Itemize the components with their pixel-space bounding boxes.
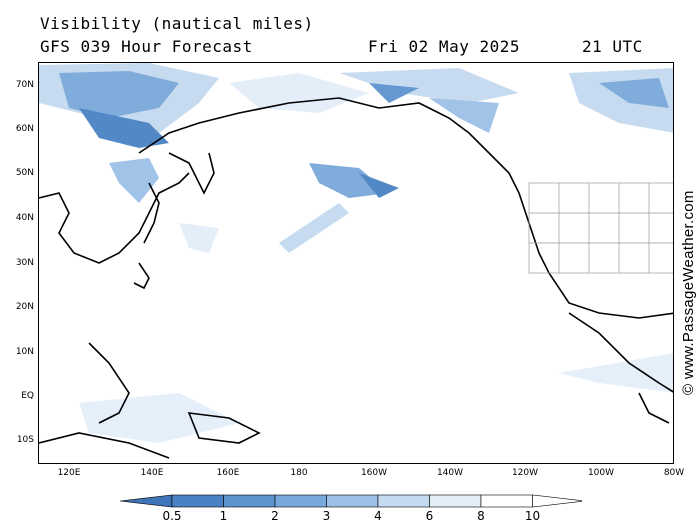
lon-label: 80W <box>663 468 685 478</box>
lat-label: 10S <box>16 435 34 445</box>
visibility-shading <box>39 63 673 443</box>
forecast-time: 21 UTC <box>582 37 643 56</box>
legend-label: 2 <box>271 509 279 523</box>
legend-swatch <box>377 494 430 508</box>
lon-label: 160E <box>216 468 240 478</box>
lat-label: 10N <box>15 347 34 357</box>
legend-swatch <box>274 494 327 508</box>
legend-label: 10 <box>524 509 541 523</box>
lat-label: EQ <box>21 391 34 401</box>
forecast-date: Fri 02 May 2025 <box>368 37 520 56</box>
lat-label: 50N <box>15 168 34 178</box>
legend-swatch <box>171 494 224 508</box>
legend-arrow-left <box>120 494 173 508</box>
legend-swatch <box>223 494 276 508</box>
lon-label: 120E <box>57 468 81 478</box>
visibility-legend <box>120 494 582 508</box>
map-svg <box>39 63 673 459</box>
lat-label: 60N <box>15 124 34 134</box>
lon-label: 140W <box>436 468 464 478</box>
lon-label: 140E <box>140 468 164 478</box>
credit-text: © www.PassageWeather.com <box>680 190 697 395</box>
lat-label: 30N <box>15 258 34 268</box>
lon-label: 160W <box>360 468 388 478</box>
legend-swatch <box>326 494 379 508</box>
legend-arrow-right <box>532 494 582 508</box>
lon-label: 100W <box>587 468 615 478</box>
lat-label: 70N <box>15 80 34 90</box>
legend-label: 3 <box>322 509 331 523</box>
coastlines <box>39 97 673 459</box>
map-title: Visibility (nautical miles) <box>40 14 314 33</box>
lat-label: 20N <box>15 302 34 312</box>
lat-label: 40N <box>15 213 34 223</box>
legend-label: 6 <box>425 509 434 523</box>
legend-label: 4 <box>374 509 382 523</box>
visibility-map <box>38 62 674 464</box>
legend-swatch <box>480 494 533 508</box>
political-borders <box>528 182 673 274</box>
legend-swatch <box>429 494 482 508</box>
lon-label: 180 <box>290 468 308 478</box>
legend-label: 1 <box>219 509 228 523</box>
forecast-subtitle: GFS 039 Hour Forecast <box>40 37 253 56</box>
lon-label: 120W <box>511 468 539 478</box>
legend-label: 0.5 <box>162 509 182 523</box>
legend-label: 8 <box>477 509 485 523</box>
